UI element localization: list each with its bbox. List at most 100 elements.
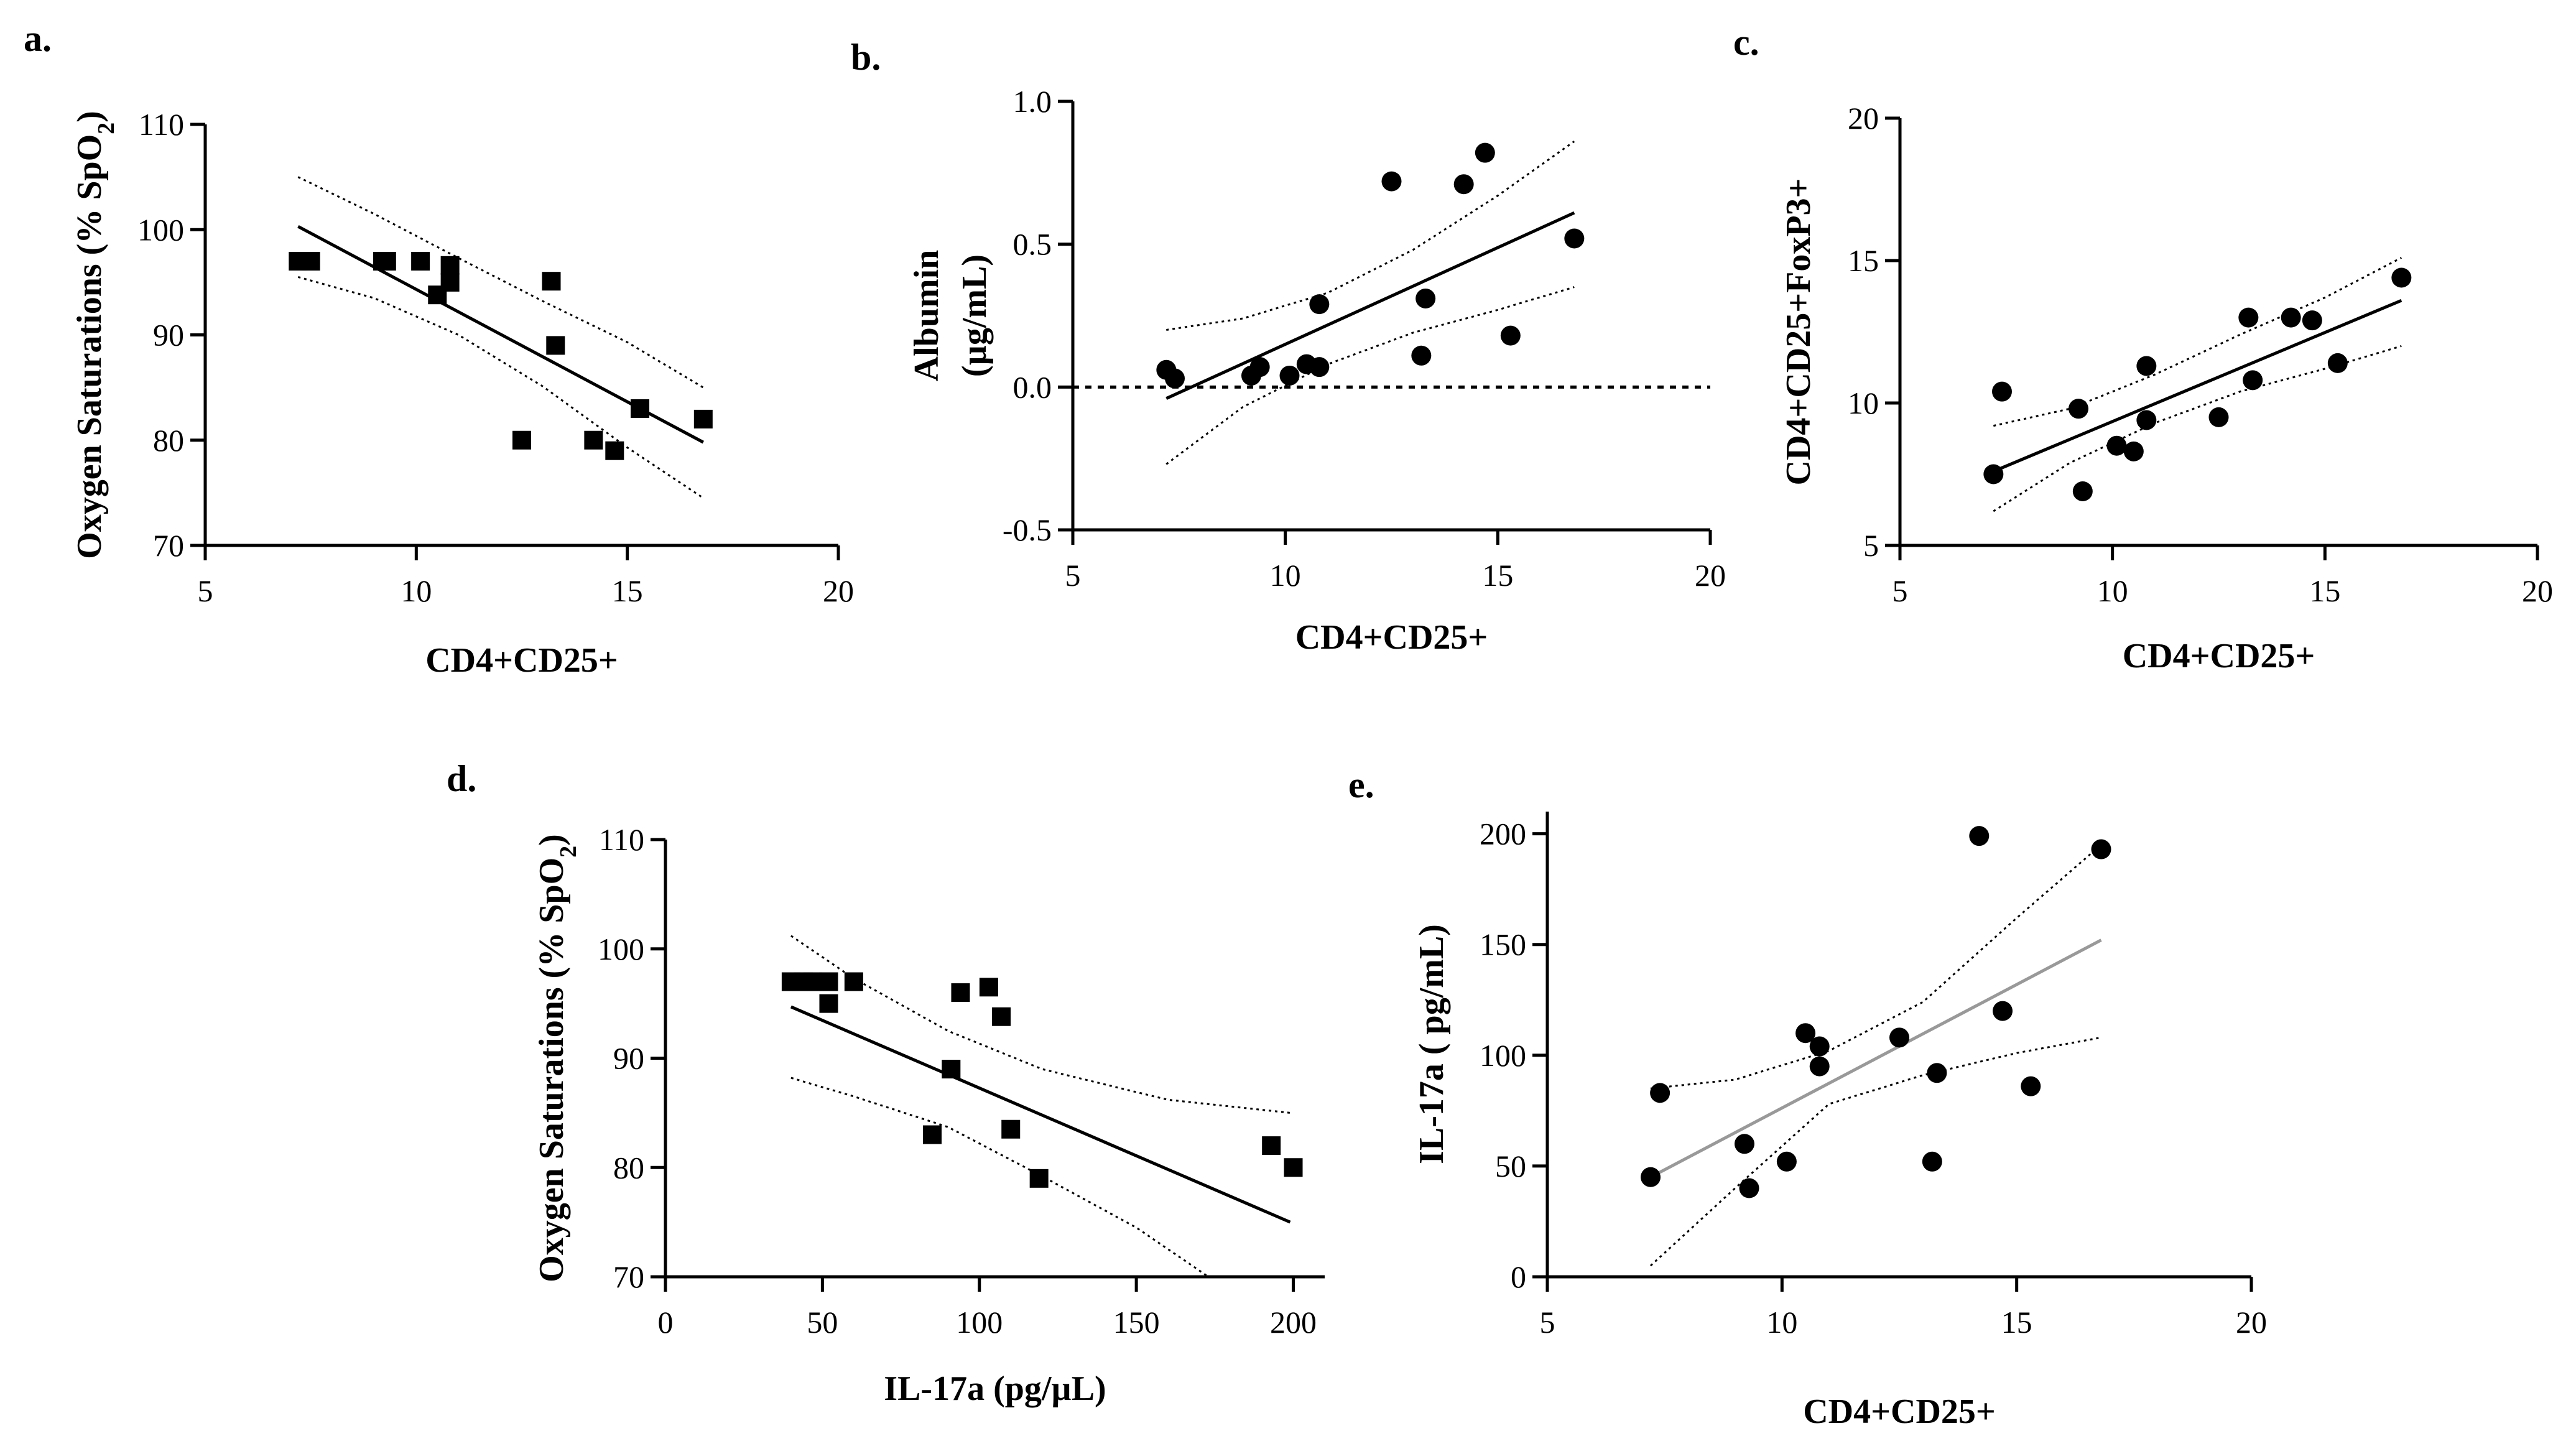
y-axis-label-text: IL-17a ( pg/mL) [1412,924,1451,1164]
data-point [2238,307,2259,328]
data-point [301,252,320,271]
y-tick-label: 50 [1495,1149,1526,1184]
x-tick-label: 20 [2522,573,2553,608]
data-point [1922,1151,1942,1172]
y-axis-label: CD4+CD25+FoxP3+ [1779,178,1818,486]
x-tick-label: 15 [1482,558,1513,593]
y-tick-label: 200 [1480,817,1526,851]
data-point [631,399,650,418]
panel-letter: a. [24,18,52,59]
y-tick-label: 70 [613,1259,644,1294]
data-point [1564,228,1585,249]
y-tick-label: 100 [598,932,644,966]
x-tick-label: 5 [1540,1305,1555,1340]
x-tick-label: 5 [1893,573,1908,608]
x-axis-label: CD4+CD25+ [1803,1392,1996,1431]
x-tick-label: 5 [198,573,213,608]
data-point [1415,288,1436,308]
data-point [1001,1119,1021,1139]
data-point [942,1060,961,1079]
x-tick-label: 10 [401,573,432,608]
data-point [2281,307,2301,328]
y-tick-label: 0.5 [1013,227,1052,262]
data-point [693,409,713,428]
regression-line [790,1005,1291,1224]
y-tick-label: 110 [139,107,184,142]
data-point [1650,1083,1670,1103]
ci-lower-line [1993,345,2402,512]
y-tick-label: 80 [153,423,184,458]
y-tick-label: 150 [1480,927,1526,962]
panel-letter: c. [1733,22,1759,63]
data-point [979,978,998,997]
data-point [428,285,447,305]
y-axis-label: Oxygen Saturations (% SpO2) [532,834,581,1282]
data-point [2072,481,2093,501]
data-point [1969,826,1990,846]
data-point [951,983,970,1003]
y-tick-label: 5 [1863,528,1879,563]
x-tick-label: 20 [2236,1305,2267,1340]
data-point [605,441,624,460]
data-point [1453,174,1474,195]
data-point [1249,357,1270,378]
x-tick-label: 0 [658,1305,674,1340]
ci-upper-line [790,935,1290,1114]
ci-upper-line [1650,844,2102,1090]
y-tick-label: 70 [153,528,184,563]
panel-letter: b. [851,37,881,78]
data-point [2391,267,2412,288]
x-tick-label: 20 [1695,558,1726,593]
panel-b: b. -0.5 0.0 0.5 1.0 5 10 15 20 CD4+CD25+ Albumin (µ… [851,37,1726,657]
data-point [546,336,565,355]
data-point [1284,1158,1303,1177]
data-point [1734,1134,1754,1154]
regression-line [1165,211,1575,400]
ci-lower-line [1165,286,1575,465]
panel-letter: e. [1348,764,1374,805]
x-tick-label: 10 [1766,1305,1797,1340]
y-axis-label-tail: ) [70,111,109,123]
y-tick-label: 15 [1848,243,1879,278]
y-axis-label-subscript: 2 [555,846,581,858]
data-point [2327,353,2348,373]
data-point [2091,839,2111,859]
x-tick-label: 15 [2309,573,2340,608]
y-axis-label-text: Albumin [907,250,946,382]
y-tick-label: 1.0 [1013,84,1052,119]
data-point [1262,1136,1281,1156]
data-point [1889,1027,1909,1048]
y-axis-label-text: Oxygen Saturations (% SpO [532,858,571,1282]
data-point [1500,325,1521,346]
regression-line [1649,938,2102,1179]
panel-d: d. 70 80 90 100 110 0 50 100 150 200 IL-17a (pg/µL)… [447,758,1325,1408]
data-point [1029,1169,1049,1188]
data-point [2208,407,2229,427]
data-point [2136,410,2157,430]
panel-c: c. 5 10 15 20 5 10 15 20 CD4+CD25+ CD4+CD25+FoxP3+ [1733,22,2553,675]
data-point [819,972,838,991]
x-tick-label: 200 [1270,1305,1317,1340]
data-point [1809,1056,1830,1077]
data-point [584,430,603,450]
data-point [819,994,838,1013]
data-point [1809,1036,1830,1057]
x-tick-label: 10 [2097,573,2128,608]
data-point [1927,1063,1947,1083]
y-axis-label-text: Oxygen Saturations (% SpO [70,134,109,559]
ci-lower-line [790,1077,1210,1278]
y-tick-label: 80 [613,1150,644,1185]
data-point [992,1007,1011,1026]
data-point [411,252,430,271]
y-tick-label: 110 [599,822,644,857]
ci-upper-line [1166,141,1575,331]
y-axis-label-line2: (µg/mL) [955,254,994,377]
data-point [1411,345,1432,366]
ci-upper-line [297,176,704,389]
x-tick-label: 10 [1270,558,1301,593]
y-tick-label: 0.0 [1013,369,1052,404]
data-point [1795,1023,1816,1044]
data-point [1279,365,1300,386]
y-axis-label-tail: ) [532,834,571,846]
x-tick-label: 20 [823,573,854,608]
